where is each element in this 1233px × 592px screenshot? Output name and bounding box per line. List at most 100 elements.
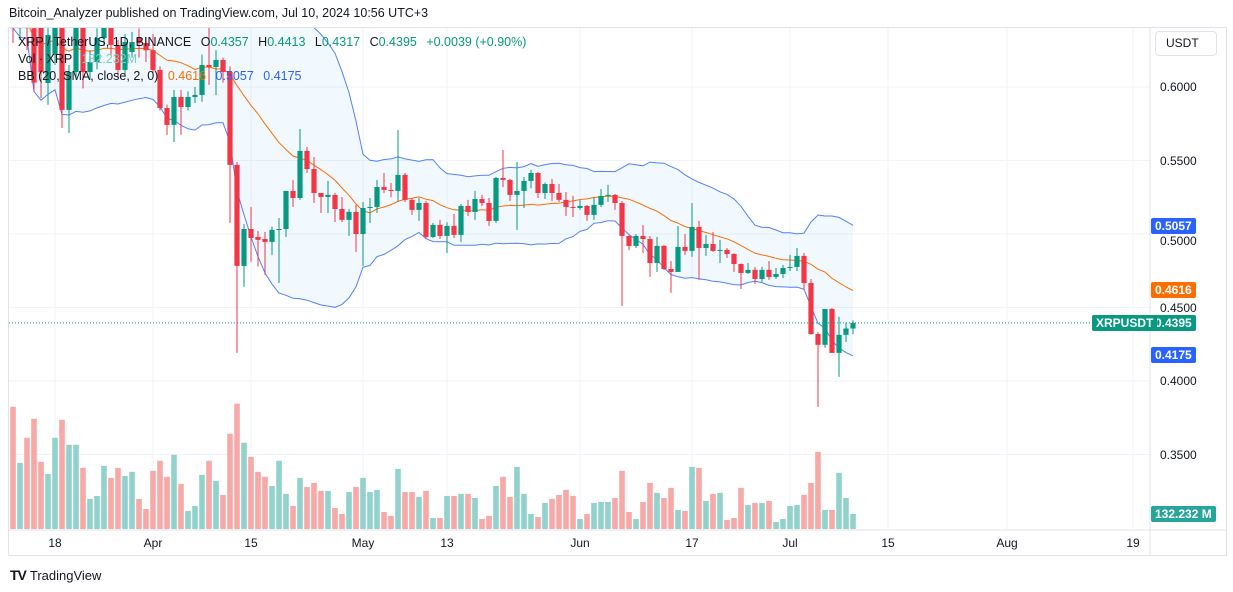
volume-bar (248, 456, 254, 529)
candle-body (192, 94, 198, 97)
candle-body (206, 64, 212, 68)
bb-upper-line (12, 28, 854, 235)
volume-bar (164, 476, 170, 529)
candle-body (500, 177, 506, 180)
volume-bar (437, 517, 443, 529)
candle-body (31, 28, 37, 83)
candle-body (465, 205, 471, 212)
volume-bar (444, 495, 450, 529)
volume-bar (773, 521, 779, 529)
candle-body (773, 273, 779, 277)
volume-bar (94, 495, 100, 529)
candle-body (59, 28, 65, 110)
volume-bar (759, 502, 765, 529)
tradingview-logo-icon[interactable]: TV (10, 567, 27, 583)
candle-body (437, 224, 443, 236)
candle-body (234, 164, 240, 266)
price-marker-tag: 0.4616 (1151, 282, 1196, 299)
volume-bar (409, 491, 415, 529)
candle-body (220, 59, 226, 73)
volume-bar (787, 505, 793, 529)
candle-body (549, 184, 555, 193)
volume-bar (136, 498, 142, 529)
volume-bar (283, 493, 289, 529)
candle-body (10, 28, 16, 29)
volume-bar (521, 493, 527, 529)
candle-body (570, 206, 576, 208)
candle-body (780, 267, 786, 274)
price-tick-label: 0.5000 (1160, 234, 1197, 248)
candle-body (171, 96, 177, 125)
volume-bar (465, 493, 471, 529)
candle-body (178, 96, 184, 107)
volume-bar (185, 510, 191, 529)
legend-change: +0.0039 (+0.90%) (426, 35, 527, 49)
volume-bar (346, 491, 352, 529)
volume-bar (843, 497, 849, 529)
candle-body (731, 253, 737, 264)
candle-body (367, 206, 373, 208)
candle-body (430, 224, 436, 237)
candle-body (633, 235, 639, 246)
legend-high: 0.4413 (267, 35, 306, 49)
candle-body (612, 194, 618, 203)
candle-body (668, 268, 674, 272)
volume-bar (395, 468, 401, 529)
footer: TV TradingView (10, 567, 101, 583)
volume-bar (724, 520, 730, 529)
price-marker-tag: 0.5057 (1151, 217, 1196, 234)
volume-bars (10, 403, 856, 529)
volume-bar (458, 493, 464, 529)
candle-body (157, 69, 163, 109)
candle-body (619, 202, 625, 236)
candle-body (661, 245, 667, 269)
candle-body (675, 246, 681, 272)
volume-bar (780, 519, 786, 529)
volume-bar (850, 513, 856, 529)
candle-body (255, 236, 261, 240)
candle-body (45, 34, 51, 84)
volume-bar (507, 496, 513, 529)
time-tick-label: Jun (570, 536, 590, 550)
legend-bb-row[interactable]: BB (20, SMA, close, 2, 0) 0.4616 0.5057 … (18, 68, 526, 85)
candle-body (381, 186, 387, 190)
volume-bar (542, 502, 548, 529)
legend-symbol-row[interactable]: XRP / TetherUS, 1D, BINANCE O0.4357 H0.4… (18, 34, 526, 51)
currency-button[interactable]: USDT (1155, 31, 1217, 56)
volume-bar (129, 471, 135, 529)
volume-bar (31, 418, 37, 529)
volume-bar (591, 502, 597, 529)
candle-body (73, 28, 79, 73)
volume-bar (220, 494, 226, 529)
candle-body (472, 199, 478, 212)
candle-body (304, 150, 310, 170)
candle-body (283, 190, 289, 230)
candle-body (276, 229, 282, 231)
volume-bar (290, 505, 296, 529)
candle-body (598, 195, 604, 205)
candle-body (654, 245, 660, 263)
legend-volume-label: Vol · XRP (18, 52, 72, 66)
volume-bar (535, 516, 541, 529)
candle-body (766, 269, 772, 277)
candle-body (17, 28, 23, 29)
volume-bar (108, 477, 114, 529)
volume-bar (696, 467, 702, 529)
volume-bar (227, 433, 233, 529)
volume-bar (199, 474, 205, 529)
candle-body (794, 255, 800, 267)
volume-bar (731, 517, 737, 529)
price-marker-tag: 0.4395 (1151, 314, 1196, 331)
volume-bar (745, 504, 751, 529)
legend-volume-row[interactable]: Vol · XRP 132.232M (18, 51, 526, 68)
volume-bar (157, 460, 163, 529)
candle-body (66, 72, 72, 110)
volume-bar (689, 466, 695, 529)
time-tick-label: 17 (685, 536, 699, 550)
footer-brand[interactable]: TradingView (29, 567, 102, 583)
candle-body (185, 96, 191, 107)
volume-bar (675, 509, 681, 529)
time-tick-label: Apr (143, 536, 163, 550)
volume-bar (206, 460, 212, 529)
